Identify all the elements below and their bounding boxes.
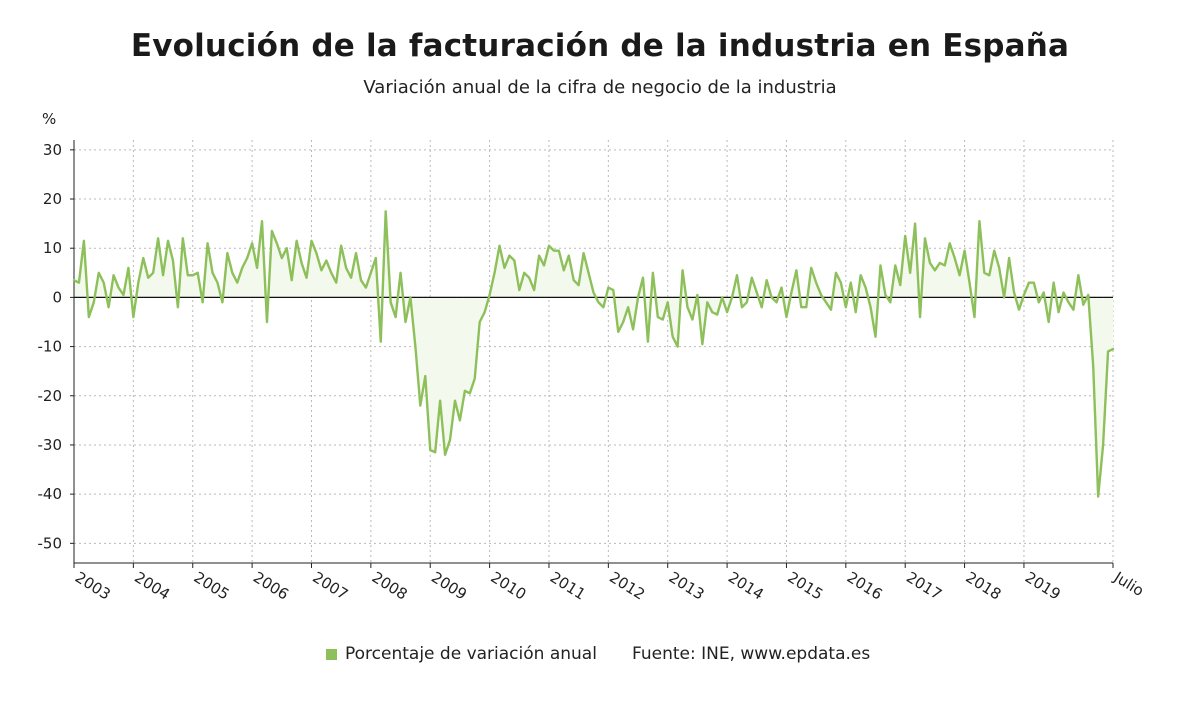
legend: Porcentaje de variación anual [326,644,597,664]
y-tick-label: -50 [38,534,63,552]
y-tick-label: 30 [43,141,62,159]
series-line-porcentaje [72,210,1115,498]
legend-swatch-icon [326,648,337,660]
x-tick-label: 2019 [1022,568,1064,604]
x-tick-label: 2007 [309,568,351,604]
x-tick-label: Julio [1110,568,1147,600]
x-tick-label: 2006 [250,568,292,604]
x-tick-label: 2003 [72,568,114,604]
y-tick-labels: 30 20 10 0 -10 -20 -30 -40 -50 [38,141,63,552]
x-tick-label: 2015 [784,568,826,604]
y-axis-label: % [42,110,56,128]
y-tick-label: -10 [38,338,63,356]
chart-title: Evolución de la facturación de la indust… [130,28,1070,64]
x-tick-label: 2013 [666,568,708,604]
x-tick-label: 2010 [487,568,529,604]
x-tick-label: 2004 [131,568,173,604]
y-tick-label: -40 [38,485,63,503]
area-fill [74,211,1113,497]
y-tick-label: 10 [43,239,62,257]
chart-subtitle: Variación anual de la cifra de negocio d… [363,77,837,98]
x-tick-label: 2009 [428,568,470,604]
axes [70,140,1114,568]
x-tick-label: 2008 [369,568,411,604]
grid [74,140,1114,563]
source-note: Fuente: INE, www.epdata.es [632,644,871,664]
y-tick-label: -20 [38,387,63,405]
y-tick-label: -30 [38,436,63,454]
series-line [72,210,1115,498]
x-tick-label: 2017 [903,568,945,604]
x-tick-label: 2011 [547,568,589,604]
x-tick-label: 2018 [962,568,1004,604]
series-area [74,211,1113,497]
y-tick-label: 20 [43,190,62,208]
y-tick-label: 0 [52,288,62,306]
legend-label: Porcentaje de variación anual [345,644,597,664]
x-tick-label: 2016 [844,568,886,604]
x-tick-labels: 2003 2004 2005 2006 2007 2008 2009 2010 2011 2012… [72,568,1147,604]
x-tick-label: 2012 [606,568,648,604]
x-tick-label: 2014 [725,568,767,604]
x-tick-label: 2005 [191,568,233,604]
